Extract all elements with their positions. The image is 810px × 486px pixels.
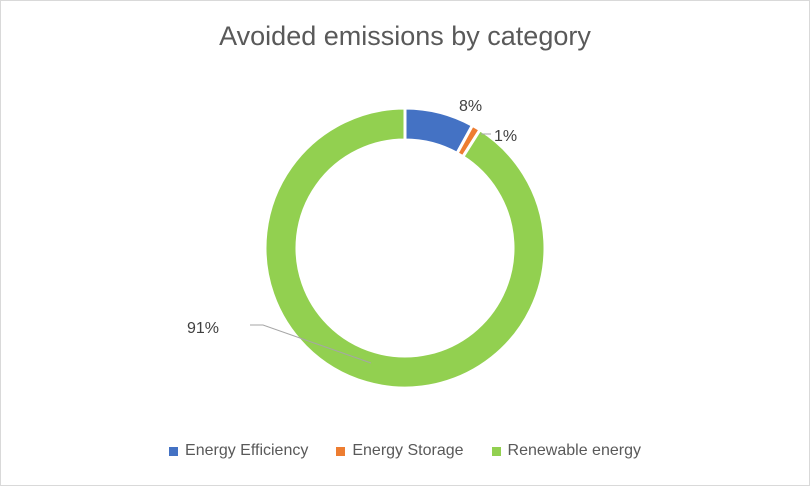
- chart-title: Avoided emissions by category: [219, 21, 591, 51]
- data-label-energy-efficiency: 8%: [459, 98, 482, 115]
- data-label-energy-storage: 1%: [494, 128, 517, 145]
- legend-label: Energy Efficiency: [185, 442, 309, 459]
- slice-renewable-energy: [263, 106, 547, 390]
- leader-line-renewable-energy: [250, 324, 372, 364]
- legend-swatch: [169, 446, 179, 456]
- legend-swatch: [336, 446, 346, 456]
- data-label-renewable-energy: 91%: [187, 320, 219, 337]
- legend-label: Renewable energy: [507, 442, 641, 459]
- legend-item-renewable-energy: Renewable energy: [491, 442, 641, 460]
- legend-swatch: [491, 446, 501, 456]
- legend-label: Energy Storage: [352, 442, 464, 459]
- legend-item-energy-storage: Energy Storage: [336, 442, 464, 460]
- legend: Energy Efficiency Energy Storage Renewable…: [1, 442, 809, 460]
- legend-item-energy-efficiency: Energy Efficiency: [169, 442, 308, 460]
